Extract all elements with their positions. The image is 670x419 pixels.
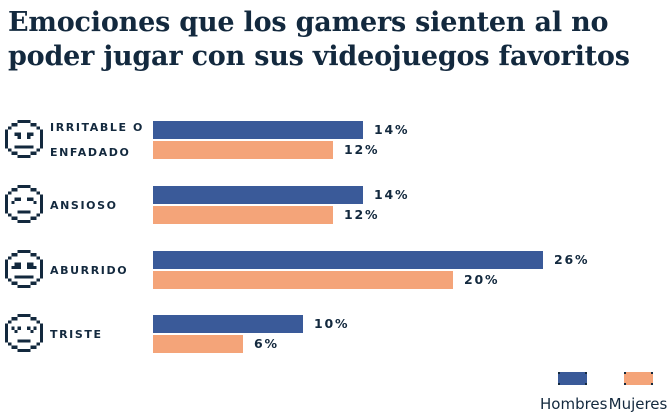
angry-face-icon: [5, 120, 43, 162]
sad-face-icon: [5, 314, 43, 356]
legend-swatch-hombres: [557, 372, 587, 385]
legend: Hombres Mujeres: [540, 368, 670, 416]
anxious-face-icon: [5, 185, 43, 227]
legend-label-mujeres: Mujeres: [608, 395, 668, 413]
bar-mujeres-aburrido: [153, 271, 453, 289]
legend-item-mujeres: Mujeres: [606, 368, 670, 413]
value-label-hombres-triste: 10%: [314, 316, 350, 331]
category-label-triste: TRISTE: [50, 327, 103, 341]
value-label-mujeres-triste: 6%: [254, 336, 279, 351]
value-label-hombres-irritable-o-enfadado: 14%: [374, 122, 410, 137]
value-label-mujeres-irritable-o-enfadado: 12%: [344, 142, 380, 157]
bar-hombres-irritable-o-enfadado: [153, 121, 363, 139]
legend-swatch-mujeres: [623, 372, 653, 385]
value-label-mujeres-aburrido: 20%: [464, 272, 500, 287]
bar-hombres-triste: [153, 315, 303, 333]
value-label-hombres-ansioso: 14%: [374, 187, 410, 202]
value-label-mujeres-ansioso: 12%: [344, 207, 380, 222]
value-label-hombres-aburrido: 26%: [554, 252, 590, 267]
category-label-ansioso: ANSIOSO: [50, 198, 118, 212]
chart-title: Emociones que los gamers sienten al no p…: [8, 7, 630, 72]
category-label-irritable-o-enfadado: IRRITABLE O ENFADADO: [50, 121, 144, 159]
legend-label-hombres: Hombres: [540, 395, 608, 413]
bored-face-icon: [5, 250, 43, 292]
bar-hombres-ansioso: [153, 186, 363, 204]
bar-mujeres-irritable-o-enfadado: [153, 141, 333, 159]
bar-hombres-aburrido: [153, 251, 543, 269]
category-label-aburrido: ABURRIDO: [50, 263, 129, 277]
bar-mujeres-triste: [153, 335, 243, 353]
legend-item-hombres: Hombres: [540, 368, 608, 413]
bar-mujeres-ansioso: [153, 206, 333, 224]
